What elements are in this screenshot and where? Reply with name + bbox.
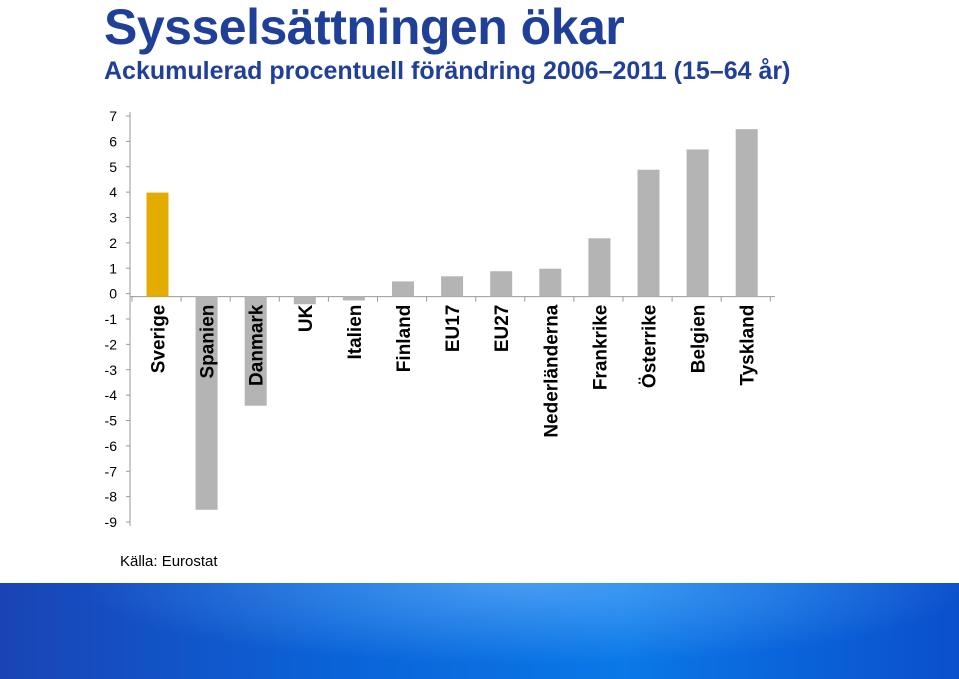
bar-italien bbox=[342, 296, 365, 301]
bar-eu27 bbox=[490, 271, 513, 297]
category-label: EU27 bbox=[492, 305, 513, 353]
page-subtitle: Ackumulerad procentuell förändring 2006–… bbox=[104, 57, 791, 85]
y-tick-label: 6 bbox=[109, 133, 117, 149]
y-tick-label: -9 bbox=[105, 514, 118, 530]
y-tick-label: 0 bbox=[109, 286, 117, 302]
bar-sverige bbox=[146, 192, 169, 297]
y-tick-label: -8 bbox=[105, 489, 118, 505]
category-label: UK bbox=[296, 304, 317, 332]
source-note: Källa: Eurostat bbox=[120, 553, 218, 570]
category-label: Italien bbox=[345, 305, 366, 360]
employment-bar-chart: 7 6 5 4 3 2 1 0 -1 -2 -3 -4 -5 -6 -7 -8 -9 Sverige Spanie… bbox=[105, 108, 775, 530]
y-tick-label: 3 bbox=[109, 210, 117, 226]
y-tick-label: -7 bbox=[105, 463, 118, 479]
y-tick-label: -1 bbox=[105, 311, 118, 327]
category-label: Frankrike bbox=[590, 305, 611, 391]
bars bbox=[146, 129, 758, 510]
page-title: Sysselsättningen ökar bbox=[104, 0, 625, 55]
bar-danmark bbox=[244, 296, 267, 406]
y-tick-label: -3 bbox=[105, 362, 118, 378]
category-label: Sverige bbox=[149, 305, 170, 374]
category-label: Österrike bbox=[640, 305, 661, 388]
category-label: Danmark bbox=[247, 304, 268, 386]
y-tick-label: -6 bbox=[105, 438, 118, 454]
category-label: Finland bbox=[394, 305, 415, 373]
bar-frankrike bbox=[588, 238, 611, 297]
bar-belgien bbox=[686, 149, 709, 297]
bar-spanien bbox=[195, 296, 218, 510]
y-tick-label: 1 bbox=[109, 260, 117, 276]
category-label: Spanien bbox=[198, 305, 219, 379]
footer-glow bbox=[0, 583, 959, 679]
category-label: Tyskland bbox=[738, 305, 759, 386]
y-tick-label: 4 bbox=[109, 184, 117, 200]
category-label: Belgien bbox=[689, 305, 710, 374]
bar-österrike bbox=[637, 169, 660, 297]
category-labels: Sverige Spanien Danmark UK Italien Finland EU1… bbox=[149, 304, 759, 437]
bar-uk bbox=[293, 296, 316, 305]
bar-eu17 bbox=[441, 276, 464, 297]
y-tick-label: 2 bbox=[109, 235, 117, 251]
category-label: EU17 bbox=[443, 305, 464, 353]
bar-finland bbox=[392, 281, 414, 297]
y-tick-label: -2 bbox=[105, 336, 118, 352]
y-tick-label: -4 bbox=[105, 387, 118, 403]
category-label: Nederländerna bbox=[541, 304, 562, 437]
y-axis: 7 6 5 4 3 2 1 0 -1 -2 -3 -4 -5 -6 -7 -8 -9 bbox=[105, 108, 775, 530]
y-tick-label: 5 bbox=[109, 159, 117, 175]
bar-tyskland bbox=[735, 129, 758, 297]
y-tick-label: -5 bbox=[105, 413, 118, 429]
y-tick-label: 7 bbox=[109, 108, 117, 124]
bar-nederländerna bbox=[539, 268, 562, 297]
